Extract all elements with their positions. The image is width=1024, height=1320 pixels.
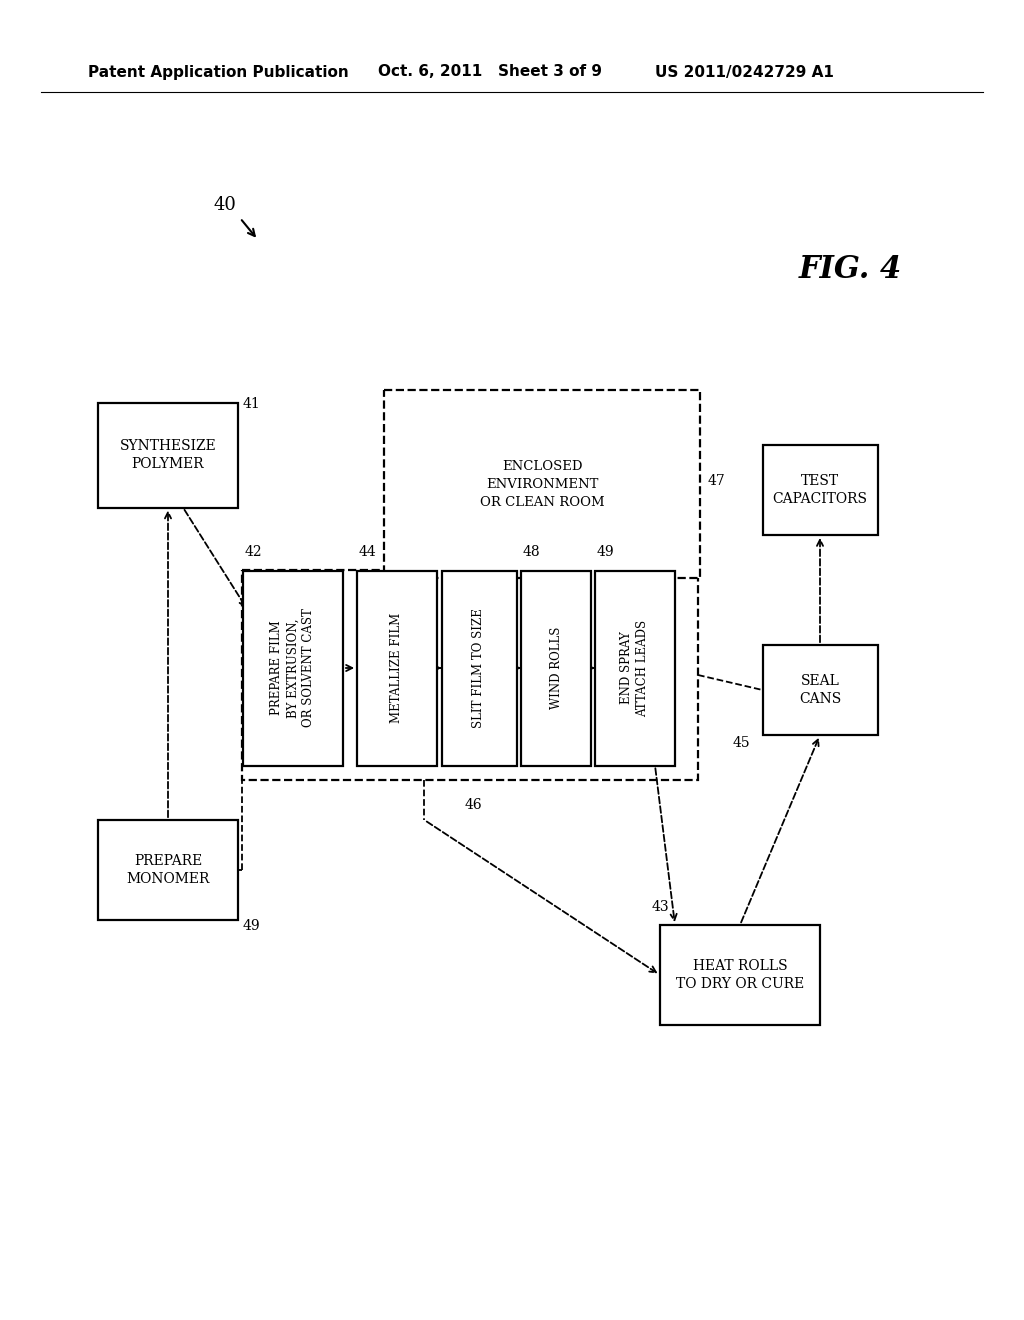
Text: Patent Application Publication: Patent Application Publication [88, 65, 349, 79]
Text: HEAT ROLLS
TO DRY OR CURE: HEAT ROLLS TO DRY OR CURE [676, 958, 804, 991]
Bar [660, 925, 820, 1026]
Bar [595, 570, 675, 766]
Text: SYNTHESIZE
POLYMER: SYNTHESIZE POLYMER [120, 438, 216, 471]
Text: FIG. 4: FIG. 4 [799, 255, 901, 285]
Text: 49: 49 [243, 919, 261, 933]
Text: 42: 42 [245, 545, 262, 560]
Bar [384, 389, 700, 578]
Text: 43: 43 [652, 900, 670, 913]
Bar [242, 570, 698, 780]
Bar [357, 570, 437, 766]
Text: PREPARE FILM
BY EXTRUSION,
OR SOLVENT CAST: PREPARE FILM BY EXTRUSION, OR SOLVENT CA… [270, 609, 315, 727]
Text: 47: 47 [708, 474, 725, 488]
Text: WIND ROLLS: WIND ROLLS [550, 627, 562, 709]
Text: 49: 49 [597, 545, 614, 560]
Text: 40: 40 [214, 195, 237, 214]
Text: 45: 45 [732, 737, 751, 750]
Text: PREPARE
MONOMER: PREPARE MONOMER [126, 854, 210, 886]
Bar [243, 570, 343, 766]
Text: 44: 44 [359, 545, 377, 560]
Text: 48: 48 [523, 545, 541, 560]
Text: 41: 41 [243, 396, 261, 411]
Text: US 2011/0242729 A1: US 2011/0242729 A1 [655, 65, 834, 79]
Text: TEST
CAPACITORS: TEST CAPACITORS [772, 474, 867, 506]
Text: METALLIZE FILM: METALLIZE FILM [390, 612, 403, 723]
Bar [98, 820, 238, 920]
Bar [763, 445, 878, 535]
Bar [763, 645, 878, 735]
Text: END SPRAY
ATTACH LEADS: END SPRAY ATTACH LEADS [621, 619, 649, 717]
Text: 46: 46 [465, 799, 482, 812]
Text: SLIT FILM TO SIZE: SLIT FILM TO SIZE [472, 609, 485, 727]
Text: SEAL
CANS: SEAL CANS [799, 673, 841, 706]
Text: Oct. 6, 2011   Sheet 3 of 9: Oct. 6, 2011 Sheet 3 of 9 [378, 65, 602, 79]
Bar [98, 403, 238, 507]
Bar [441, 570, 516, 766]
Bar [521, 570, 591, 766]
Text: ENCLOSED
ENVIRONMENT
OR CLEAN ROOM: ENCLOSED ENVIRONMENT OR CLEAN ROOM [479, 459, 604, 508]
